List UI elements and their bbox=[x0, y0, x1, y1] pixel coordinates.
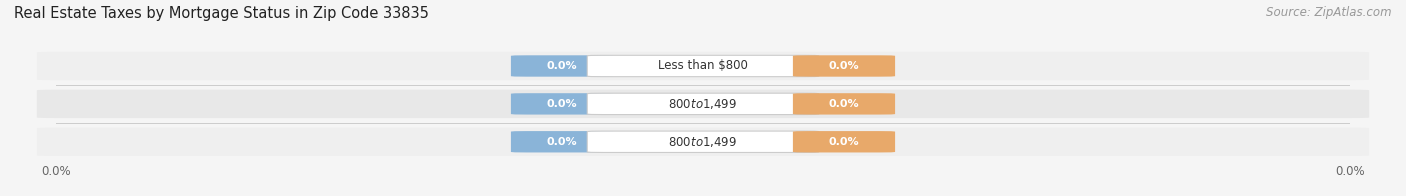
FancyBboxPatch shape bbox=[37, 52, 1369, 80]
FancyBboxPatch shape bbox=[793, 131, 896, 152]
Text: 0.0%: 0.0% bbox=[547, 99, 578, 109]
Text: Less than $800: Less than $800 bbox=[658, 60, 748, 73]
FancyBboxPatch shape bbox=[37, 90, 1369, 118]
Text: Real Estate Taxes by Mortgage Status in Zip Code 33835: Real Estate Taxes by Mortgage Status in … bbox=[14, 6, 429, 21]
FancyBboxPatch shape bbox=[588, 55, 818, 77]
FancyBboxPatch shape bbox=[793, 55, 896, 77]
FancyBboxPatch shape bbox=[510, 93, 613, 115]
FancyBboxPatch shape bbox=[793, 93, 896, 115]
Text: Source: ZipAtlas.com: Source: ZipAtlas.com bbox=[1267, 6, 1392, 19]
Text: 0.0%: 0.0% bbox=[547, 137, 578, 147]
Text: $800 to $1,499: $800 to $1,499 bbox=[668, 97, 738, 111]
Text: 0.0%: 0.0% bbox=[547, 61, 578, 71]
Text: 0.0%: 0.0% bbox=[828, 61, 859, 71]
FancyBboxPatch shape bbox=[588, 93, 818, 115]
FancyBboxPatch shape bbox=[588, 131, 818, 152]
FancyBboxPatch shape bbox=[510, 55, 613, 77]
Text: 0.0%: 0.0% bbox=[828, 137, 859, 147]
Text: $800 to $1,499: $800 to $1,499 bbox=[668, 135, 738, 149]
FancyBboxPatch shape bbox=[37, 128, 1369, 156]
FancyBboxPatch shape bbox=[510, 131, 613, 152]
Text: 0.0%: 0.0% bbox=[828, 99, 859, 109]
